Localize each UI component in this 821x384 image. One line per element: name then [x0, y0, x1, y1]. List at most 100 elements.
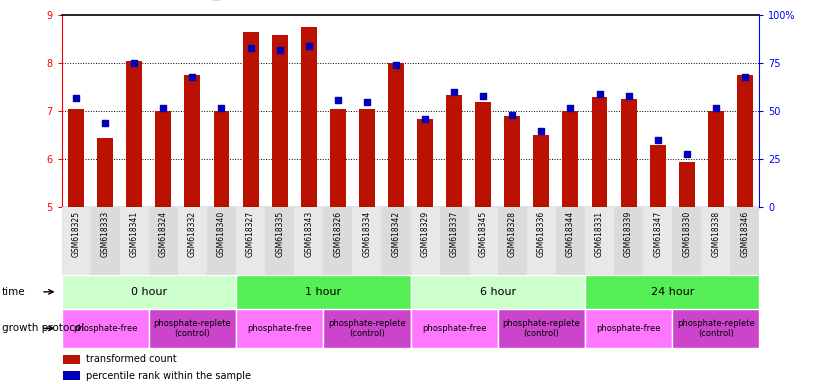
Bar: [90, 207, 120, 275]
Bar: [446, 94, 462, 207]
Bar: [155, 111, 172, 207]
Bar: [737, 75, 753, 207]
Bar: [185, 75, 200, 207]
Bar: [585, 275, 759, 309]
Bar: [207, 207, 236, 275]
Bar: [62, 309, 149, 348]
Point: [389, 62, 402, 68]
Text: GSM618345: GSM618345: [479, 211, 488, 257]
Bar: [63, 371, 80, 380]
Text: phosphate-free: phosphate-free: [422, 324, 486, 333]
Bar: [149, 309, 236, 348]
Text: GSM618328: GSM618328: [507, 211, 516, 257]
Bar: [236, 309, 323, 348]
Point: [593, 91, 606, 97]
Text: GSM618333: GSM618333: [101, 211, 110, 257]
Bar: [498, 309, 585, 348]
Text: GSM618341: GSM618341: [130, 211, 139, 257]
Bar: [649, 145, 666, 207]
Point: [477, 93, 490, 99]
Text: phosphate-replete
(control): phosphate-replete (control): [502, 319, 580, 338]
Bar: [504, 116, 521, 207]
Bar: [388, 63, 404, 207]
Point: [564, 104, 577, 111]
Bar: [672, 309, 759, 348]
Bar: [679, 162, 695, 207]
Text: 6 hour: 6 hour: [479, 287, 516, 297]
Text: GSM618338: GSM618338: [711, 211, 720, 257]
Bar: [126, 61, 142, 207]
Text: phosphate-free: phosphate-free: [247, 324, 312, 333]
Point: [622, 93, 635, 99]
Bar: [475, 102, 491, 207]
Text: GSM618335: GSM618335: [275, 211, 284, 257]
Text: phosphate-replete
(control): phosphate-replete (control): [677, 319, 754, 338]
Bar: [97, 138, 113, 207]
Point: [99, 120, 112, 126]
Text: GSM618340: GSM618340: [217, 211, 226, 257]
Text: phosphate-replete
(control): phosphate-replete (control): [328, 319, 406, 338]
Text: GSM618326: GSM618326: [333, 211, 342, 257]
Text: GSM618337: GSM618337: [450, 211, 459, 257]
Point: [157, 104, 170, 111]
Bar: [614, 207, 643, 275]
Text: GSM618332: GSM618332: [188, 211, 197, 257]
Bar: [562, 111, 579, 207]
Bar: [439, 207, 469, 275]
Text: transformed count: transformed count: [86, 354, 177, 364]
Bar: [62, 275, 236, 309]
Bar: [417, 119, 433, 207]
Text: GSM618336: GSM618336: [537, 211, 546, 257]
Bar: [272, 35, 287, 207]
Bar: [498, 207, 527, 275]
Bar: [731, 207, 759, 275]
Point: [128, 60, 141, 66]
Point: [244, 45, 257, 51]
Bar: [242, 32, 259, 207]
Point: [331, 97, 344, 103]
Point: [360, 99, 374, 105]
Text: GSM618331: GSM618331: [595, 211, 604, 257]
Text: GSM618330: GSM618330: [682, 211, 691, 257]
Bar: [410, 275, 585, 309]
Bar: [323, 207, 352, 275]
Bar: [382, 207, 410, 275]
Point: [651, 137, 664, 143]
Text: GSM618339: GSM618339: [624, 211, 633, 257]
Bar: [236, 275, 410, 309]
Text: GSM618344: GSM618344: [566, 211, 575, 257]
Point: [273, 47, 287, 53]
Text: GSM618327: GSM618327: [246, 211, 255, 257]
Point: [186, 74, 199, 80]
Bar: [556, 207, 585, 275]
Bar: [265, 207, 294, 275]
Bar: [621, 99, 636, 207]
Point: [680, 151, 693, 157]
Point: [419, 116, 432, 122]
Point: [506, 112, 519, 118]
Text: 24 hour: 24 hour: [650, 287, 694, 297]
Text: GSM618334: GSM618334: [362, 211, 371, 257]
Bar: [323, 309, 410, 348]
Bar: [359, 109, 375, 207]
Point: [215, 104, 228, 111]
Text: 1 hour: 1 hour: [305, 287, 342, 297]
Bar: [149, 207, 178, 275]
Bar: [213, 111, 230, 207]
Bar: [300, 27, 317, 207]
Text: phosphate-free: phosphate-free: [596, 324, 661, 333]
Point: [738, 74, 751, 80]
Text: phosphate-replete
(control): phosphate-replete (control): [154, 319, 232, 338]
Text: time: time: [2, 287, 25, 297]
Bar: [330, 109, 346, 207]
Bar: [672, 207, 701, 275]
Point: [70, 95, 83, 101]
Point: [534, 127, 548, 134]
Bar: [534, 136, 549, 207]
Point: [447, 89, 461, 95]
Point: [302, 43, 315, 49]
Bar: [63, 355, 80, 364]
Bar: [591, 97, 608, 207]
Text: GSM618343: GSM618343: [305, 211, 314, 257]
Text: GSM618346: GSM618346: [741, 211, 750, 257]
